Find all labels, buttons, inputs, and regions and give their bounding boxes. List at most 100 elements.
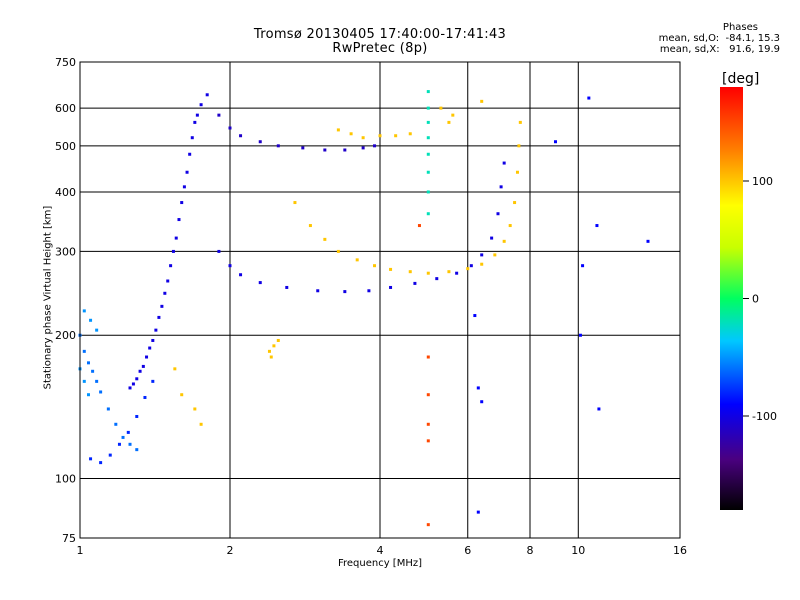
data-point xyxy=(217,249,221,253)
data-point xyxy=(389,267,393,271)
data-point xyxy=(476,386,480,390)
data-point xyxy=(173,367,177,371)
y-tick-label: 400 xyxy=(55,186,76,199)
data-point xyxy=(180,393,184,397)
data-point xyxy=(141,364,145,368)
data-point xyxy=(138,369,142,373)
data-point xyxy=(190,136,194,140)
data-point xyxy=(336,128,340,132)
x-tick-label: 2 xyxy=(227,544,234,557)
data-point xyxy=(267,349,271,353)
stats-x-mode: mean, sd,X: 91.6, 19.9 xyxy=(659,44,780,55)
data-point xyxy=(126,430,130,434)
data-point xyxy=(439,106,443,110)
data-point xyxy=(276,144,280,148)
data-point xyxy=(89,318,93,322)
data-point xyxy=(145,355,149,359)
data-point xyxy=(595,224,599,228)
grid-lines xyxy=(80,62,680,538)
stats-heading: Phases xyxy=(722,22,758,33)
y-tick-label: 75 xyxy=(62,532,76,545)
data-point xyxy=(174,236,178,240)
data-point xyxy=(86,393,90,397)
data-point xyxy=(228,126,232,130)
data-point xyxy=(143,395,147,399)
chart-subtitle: RwPretec (8p) xyxy=(332,41,428,56)
data-point xyxy=(135,414,139,418)
data-point xyxy=(272,344,276,348)
data-point xyxy=(587,96,591,100)
data-point xyxy=(269,355,273,359)
data-point xyxy=(117,442,121,446)
data-point xyxy=(426,120,430,124)
data-point xyxy=(426,355,430,359)
data-point xyxy=(408,270,412,274)
data-point xyxy=(135,377,139,381)
y-tick-label: 750 xyxy=(55,56,76,69)
x-tick-label: 1 xyxy=(77,544,84,557)
data-point xyxy=(373,144,377,148)
data-point xyxy=(108,453,112,457)
data-point xyxy=(502,161,506,165)
data-point xyxy=(166,279,170,283)
data-point xyxy=(180,201,184,205)
data-point xyxy=(553,140,557,144)
data-point xyxy=(195,113,199,117)
data-point xyxy=(513,201,517,205)
data-points xyxy=(78,90,650,527)
data-point xyxy=(163,291,167,295)
colorbar-label: [deg] xyxy=(722,71,759,87)
data-point xyxy=(316,289,320,293)
y-tick-label: 100 xyxy=(55,473,76,486)
y-axis-label: Stationary phase Virtual Height [km] xyxy=(42,205,54,390)
data-point xyxy=(89,457,93,461)
data-point xyxy=(128,386,132,390)
data-point xyxy=(466,267,470,271)
data-point xyxy=(480,262,484,266)
data-point xyxy=(121,435,125,439)
data-point xyxy=(426,152,430,156)
data-point xyxy=(413,281,417,285)
data-point xyxy=(517,144,521,148)
x-tick-label: 6 xyxy=(464,544,471,557)
data-point xyxy=(426,422,430,426)
data-point xyxy=(394,134,398,138)
data-point xyxy=(285,285,289,289)
data-point xyxy=(426,90,430,94)
data-point xyxy=(308,224,312,228)
data-point xyxy=(323,148,327,152)
colorbar xyxy=(720,87,743,510)
x-tick-label: 4 xyxy=(377,544,384,557)
data-point xyxy=(185,170,189,174)
data-point xyxy=(469,264,473,268)
chart-title: Tromsø 20130405 17:40:00-17:41:43 xyxy=(253,27,507,42)
y-tick-label: 300 xyxy=(55,245,76,258)
data-point xyxy=(293,201,297,205)
data-point xyxy=(258,281,262,285)
data-point xyxy=(480,400,484,404)
data-point xyxy=(131,382,135,386)
data-point xyxy=(199,422,203,426)
data-point xyxy=(106,407,110,411)
data-point xyxy=(367,289,371,293)
data-point xyxy=(493,253,497,257)
data-point xyxy=(276,338,280,342)
data-point xyxy=(581,264,585,268)
data-point xyxy=(476,510,480,514)
data-point xyxy=(378,134,382,138)
data-point xyxy=(508,224,512,228)
data-point xyxy=(343,290,347,294)
data-point xyxy=(182,185,186,189)
data-point xyxy=(99,461,103,465)
data-point xyxy=(389,285,393,289)
data-point xyxy=(451,113,455,117)
data-point xyxy=(151,338,155,342)
data-point xyxy=(151,379,155,383)
data-point xyxy=(99,390,103,394)
data-point xyxy=(435,277,439,281)
data-point xyxy=(480,253,484,257)
x-tick-label: 10 xyxy=(571,544,585,557)
data-point xyxy=(135,448,139,452)
data-point xyxy=(258,140,262,144)
